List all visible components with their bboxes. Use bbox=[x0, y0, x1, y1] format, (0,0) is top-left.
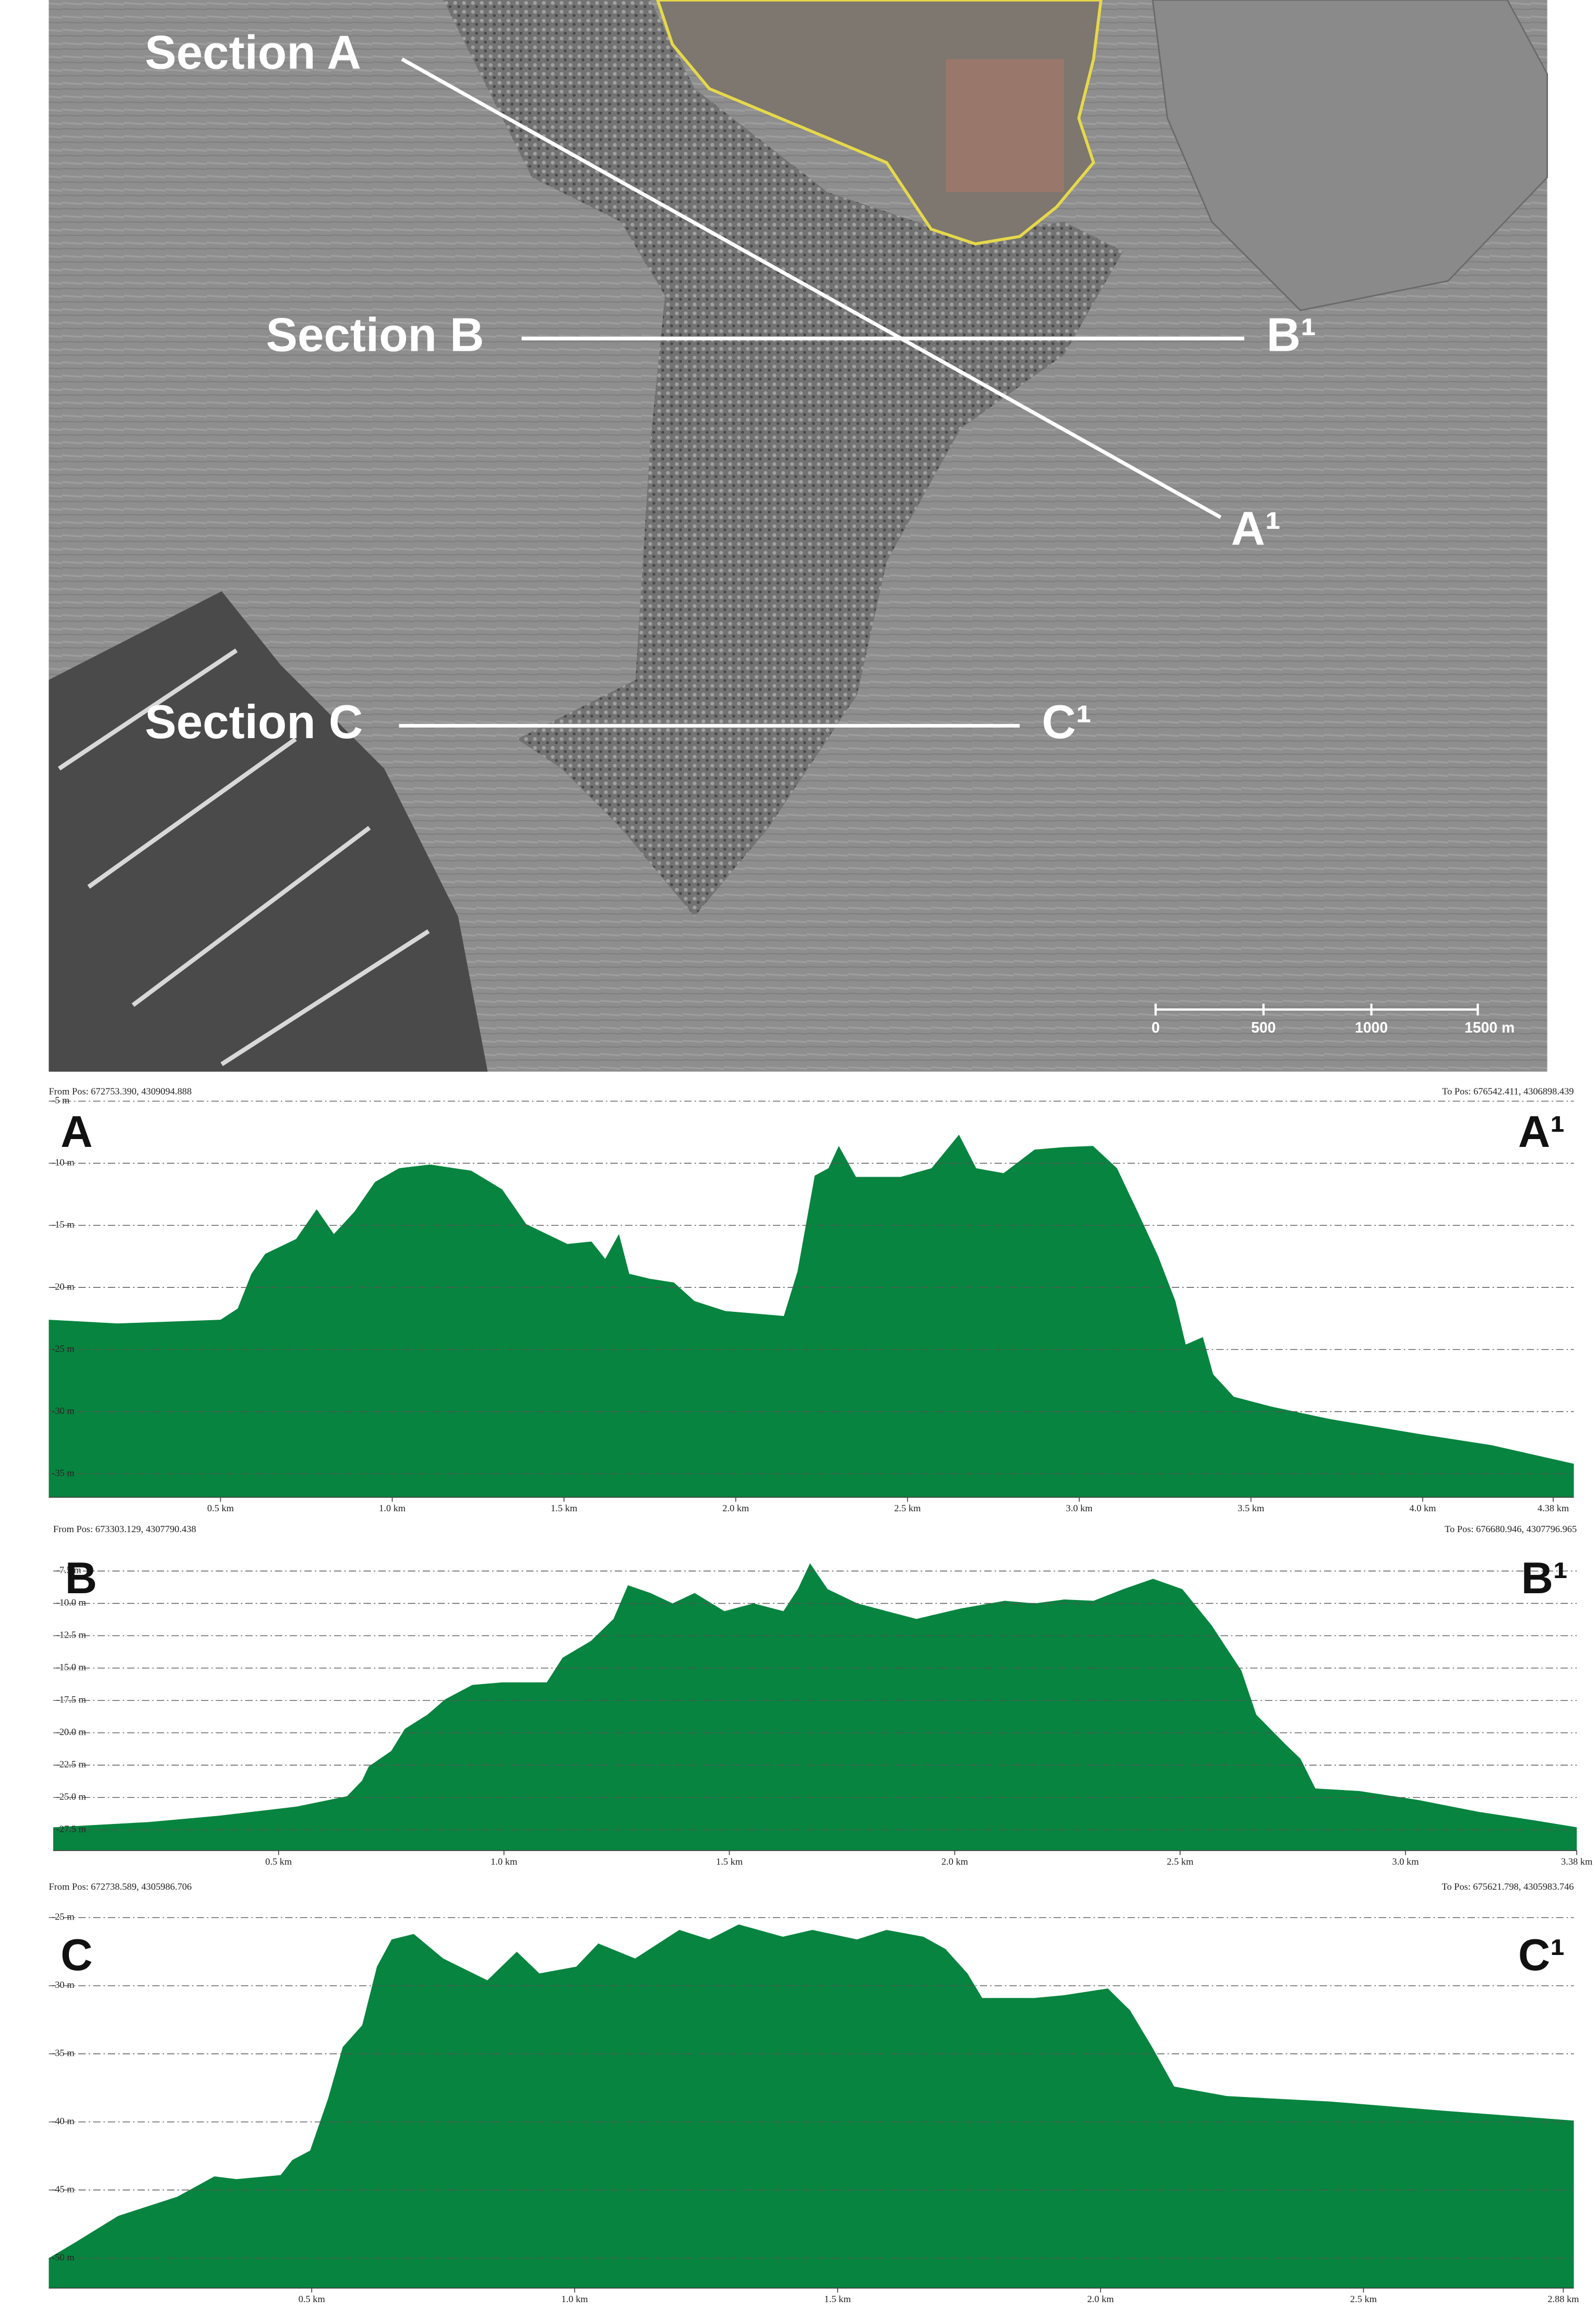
section-end-label: B¹ bbox=[1267, 309, 1317, 361]
from-label: From Pos: 672753.390, 4309094.888 bbox=[49, 1086, 192, 1097]
x-tick-label: 2.0 km bbox=[1087, 2294, 1114, 2304]
ridge-highlights bbox=[57, 648, 430, 1066]
x-tick-label: 2.5 km bbox=[1167, 1856, 1194, 1867]
map: Section A A¹ Section B B¹ Section C C¹ 0… bbox=[49, 0, 1548, 1072]
profile-area bbox=[49, 1924, 1574, 2289]
profile-area bbox=[53, 1563, 1577, 1851]
landslide-deposit bbox=[443, 0, 1123, 917]
y-tick-label: -50 m bbox=[52, 2252, 75, 2262]
section-line bbox=[401, 57, 1222, 519]
end-label: C¹ bbox=[1518, 1930, 1565, 1980]
x-tick-label: 0.5 km bbox=[207, 1503, 234, 1513]
x-tick-label: 0.5 km bbox=[299, 2294, 326, 2304]
section-label: Section B bbox=[266, 309, 484, 361]
y-tick-label: -35 m bbox=[52, 1467, 75, 1478]
scale-label: 0 bbox=[1151, 1019, 1160, 1036]
to-label: To Pos: 676542.411, 4306898.439 bbox=[1442, 1086, 1574, 1097]
y-tick-label: -20 m bbox=[52, 1281, 75, 1291]
x-tick-label: 2.0 km bbox=[942, 1856, 969, 1867]
y-tick-label: -25 m bbox=[52, 1343, 75, 1354]
x-tick-label: 2.88 km bbox=[1547, 2294, 1579, 2304]
x-tick-label: 1.0 km bbox=[562, 2294, 589, 2304]
x-tick-label: 2.5 km bbox=[894, 1503, 921, 1513]
x-tick-label: 1.5 km bbox=[716, 1856, 743, 1867]
start-label: C bbox=[61, 1930, 92, 1980]
to-label: To Pos: 676680.946, 4307796.965 bbox=[1445, 1524, 1577, 1534]
section-end-label: A¹ bbox=[1231, 502, 1281, 555]
town-center bbox=[946, 59, 1064, 193]
y-tick-label: -15 m bbox=[52, 1219, 75, 1230]
scale-label: 1500 m bbox=[1464, 1019, 1515, 1036]
x-tick-label: 1.0 km bbox=[379, 1503, 406, 1513]
from-label: From Pos: 672738.589, 4305986.706 bbox=[49, 1881, 192, 1892]
profile-area bbox=[49, 1134, 1574, 1498]
y-tick-label: -10 m bbox=[52, 1157, 75, 1168]
y-tick-label: -25.0 m bbox=[56, 1792, 87, 1802]
section-end-label: C¹ bbox=[1042, 696, 1092, 749]
x-tick-label: 3.38 km bbox=[1561, 1856, 1593, 1867]
y-tick-label: -30 m bbox=[52, 1980, 75, 1990]
y-tick-label: -35 m bbox=[52, 2048, 75, 2058]
profile-chart: From Pos: 673303.129, 4307790.438 To Pos:… bbox=[53, 1524, 1593, 1867]
y-tick-label: -12.5 m bbox=[56, 1630, 87, 1640]
y-tick-label: -20.0 m bbox=[56, 1727, 87, 1737]
x-tick-label: 4.38 km bbox=[1538, 1503, 1569, 1513]
x-tick-label: 3.5 km bbox=[1237, 1503, 1265, 1513]
section-label: Section A bbox=[145, 27, 361, 79]
x-tick-label: 1.5 km bbox=[824, 2294, 851, 2304]
profile-chart: From Pos: 672753.390, 4309094.888 To Pos:… bbox=[49, 1086, 1574, 1513]
x-tick-label: 0.5 km bbox=[265, 1856, 292, 1867]
y-tick-label: -40 m bbox=[52, 2116, 75, 2126]
x-tick-label: 2.0 km bbox=[722, 1503, 749, 1513]
end-label: A¹ bbox=[1518, 1107, 1565, 1156]
ridges bbox=[49, 591, 488, 1072]
start-label: A bbox=[61, 1107, 92, 1156]
x-tick-label: 4.0 km bbox=[1409, 1503, 1436, 1513]
scale-label: 500 bbox=[1251, 1019, 1276, 1036]
x-tick-label: 3.0 km bbox=[1066, 1503, 1093, 1513]
reef bbox=[1152, 0, 1548, 312]
x-tick-label: 2.5 km bbox=[1350, 2294, 1377, 2304]
to-label: To Pos: 675621.798, 4305983.746 bbox=[1442, 1881, 1574, 1892]
y-tick-label: -27.5 m bbox=[56, 1824, 87, 1834]
scale-bar bbox=[1154, 1003, 1479, 1016]
y-tick-label: -45 m bbox=[52, 2184, 75, 2194]
section-label: Section C bbox=[145, 696, 363, 749]
y-tick-label: -5 m bbox=[52, 1095, 70, 1106]
x-tick-label: 1.0 km bbox=[491, 1856, 518, 1867]
y-tick-label: -7.5 m bbox=[56, 1565, 82, 1575]
end-label: B¹ bbox=[1521, 1553, 1568, 1603]
y-tick-label: -30 m bbox=[52, 1405, 75, 1416]
from-label: From Pos: 673303.129, 4307790.438 bbox=[53, 1524, 196, 1534]
scale-label: 1000 bbox=[1355, 1019, 1388, 1036]
x-tick-label: 1.5 km bbox=[551, 1503, 578, 1513]
profile-chart: From Pos: 672738.589, 4305986.706 To Pos:… bbox=[49, 1881, 1579, 2304]
y-tick-label: -17.5 m bbox=[56, 1694, 87, 1705]
y-tick-label: -10.0 m bbox=[56, 1597, 87, 1608]
y-tick-label: -25 m bbox=[52, 1912, 75, 1922]
y-tick-label: -22.5 m bbox=[56, 1759, 87, 1770]
y-tick-label: -15.0 m bbox=[56, 1662, 87, 1673]
x-tick-label: 3.0 km bbox=[1392, 1856, 1419, 1867]
start-label: B bbox=[65, 1553, 97, 1603]
